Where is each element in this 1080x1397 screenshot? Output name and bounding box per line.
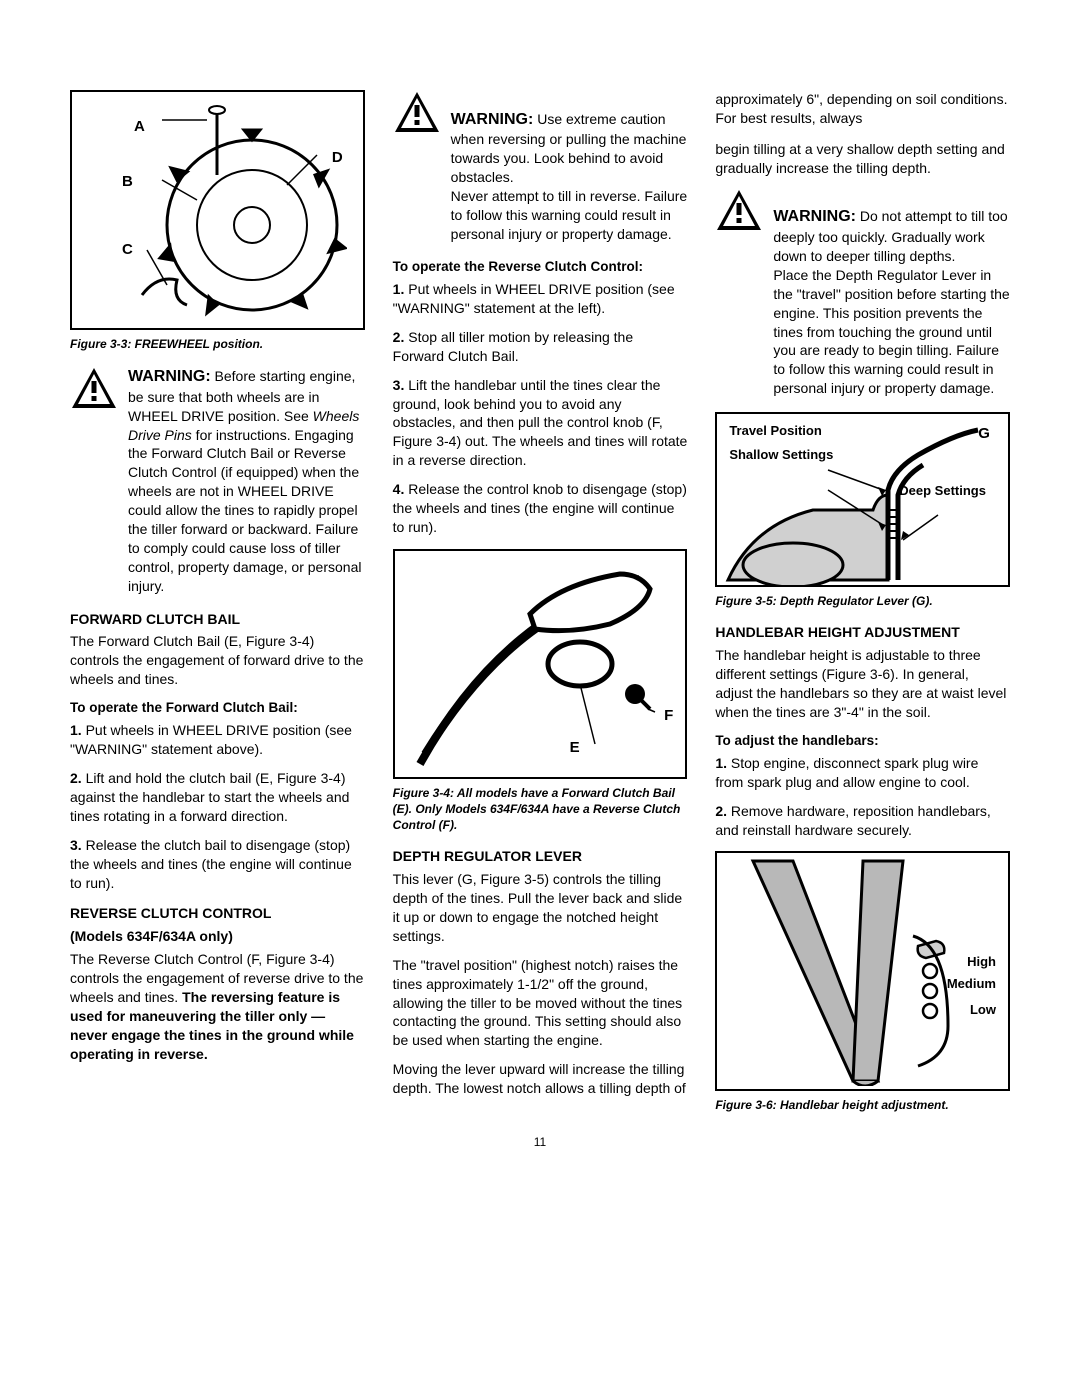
figure-3-6: High Medium Low Figure 3-6: Handlebar he… [715, 851, 1010, 1113]
wheel-diagram [87, 95, 347, 325]
figure-3-5: Travel Position Shallow Settings Deep Se… [715, 412, 1010, 609]
forward-clutch-bail-section: FORWARD CLUTCH BAIL The Forward Clutch B… [70, 610, 365, 893]
hha-p1: The handlebar height is adjustable to th… [715, 646, 1010, 722]
page-number: 11 [70, 1134, 1010, 1150]
drl-p1: This lever (G, Figure 3-5) controls the … [393, 870, 688, 946]
label-a: A [134, 117, 145, 137]
fcb-steps: 1. Put wheels in WHEEL DRIVE position (s… [70, 721, 365, 892]
warning-triangle-icon [393, 90, 441, 134]
figure-3-3: A B C D Figure 3-3: FREEWHEEL position. [70, 90, 365, 352]
handlebar-height-section: HANDLEBAR HEIGHT ADJUSTMENT The handleba… [715, 623, 1010, 839]
fcb-heading: FORWARD CLUTCH BAIL [70, 610, 365, 629]
handlebar-diagram [723, 856, 1003, 1086]
rcc-heading-1: REVERSE CLUTCH CONTROL [70, 904, 365, 923]
figure-3-4: E F Figure 3-4: All models have a Forwar… [393, 549, 688, 834]
drl-p2: The "travel position" (highest notch) ra… [393, 956, 688, 1050]
warning-triangle-icon [70, 366, 118, 410]
label-g: G [978, 424, 990, 444]
warning-2-text: WARNING: Use extreme caution when revers… [451, 90, 688, 244]
figure-3-4-caption: Figure 3-4: All models have a Forward Cl… [393, 785, 688, 834]
label-f: F [664, 706, 673, 726]
figure-3-6-caption: Figure 3-6: Handlebar height adjustment. [715, 1097, 1010, 1113]
fcb-para: The Forward Clutch Bail (E, Figure 3-4) … [70, 632, 365, 689]
rcc-para: The Reverse Clutch Control (F, Figure 3-… [70, 950, 365, 1063]
warning-3: WARNING: Do not attempt to till too deep… [715, 188, 1010, 399]
figure-3-3-caption: Figure 3-3: FREEWHEEL position. [70, 336, 365, 352]
warning-1-text: WARNING: Before starting engine, be sure… [128, 366, 365, 595]
depth-lever-diagram [723, 415, 1003, 585]
hha-sub: To adjust the handlebars: [715, 732, 1010, 750]
hha-heading: HANDLEBAR HEIGHT ADJUSTMENT [715, 623, 1010, 642]
rcc-heading-2: (Models 634F/634A only) [70, 927, 365, 946]
warning-triangle-icon [715, 188, 763, 232]
label-high: High [967, 953, 996, 971]
fcb-sub: To operate the Forward Clutch Bail: [70, 699, 365, 717]
label-e: E [570, 738, 580, 758]
warning-2: WARNING: Use extreme caution when revers… [393, 90, 688, 244]
figure-3-5-caption: Figure 3-5: Depth Regulator Lever (G). [715, 593, 1010, 609]
clutch-diagram [410, 554, 670, 774]
rcc-sub: To operate the Reverse Clutch Control: [393, 258, 688, 276]
hha-steps: 1. Stop engine, disconnect spark plug wi… [715, 754, 1010, 840]
label-medium: Medium [947, 975, 996, 993]
warning-3-text: WARNING: Do not attempt to till too deep… [773, 188, 1010, 399]
label-deep: Deep Settings [899, 484, 986, 498]
rcc-operate: To operate the Reverse Clutch Control: 1… [393, 258, 688, 537]
label-low: Low [970, 1001, 996, 1019]
reverse-clutch-control-section: REVERSE CLUTCH CONTROL (Models 634F/634A… [70, 904, 365, 1063]
drl-heading: DEPTH REGULATOR LEVER [393, 847, 688, 866]
drl-continuation: begin tilling at a very shallow depth se… [715, 140, 1010, 178]
label-b: B [122, 172, 133, 192]
rcc-steps: 1. Put wheels in WHEEL DRIVE position (s… [393, 280, 688, 537]
label-c: C [122, 240, 133, 260]
label-d: D [332, 148, 343, 168]
page-content: A B C D Figure 3-3: FREEWHEEL position. … [70, 90, 1010, 1114]
label-shallow: Shallow Settings [729, 448, 833, 462]
warning-1: WARNING: Before starting engine, be sure… [70, 366, 365, 595]
label-travel: Travel Position [729, 422, 821, 440]
